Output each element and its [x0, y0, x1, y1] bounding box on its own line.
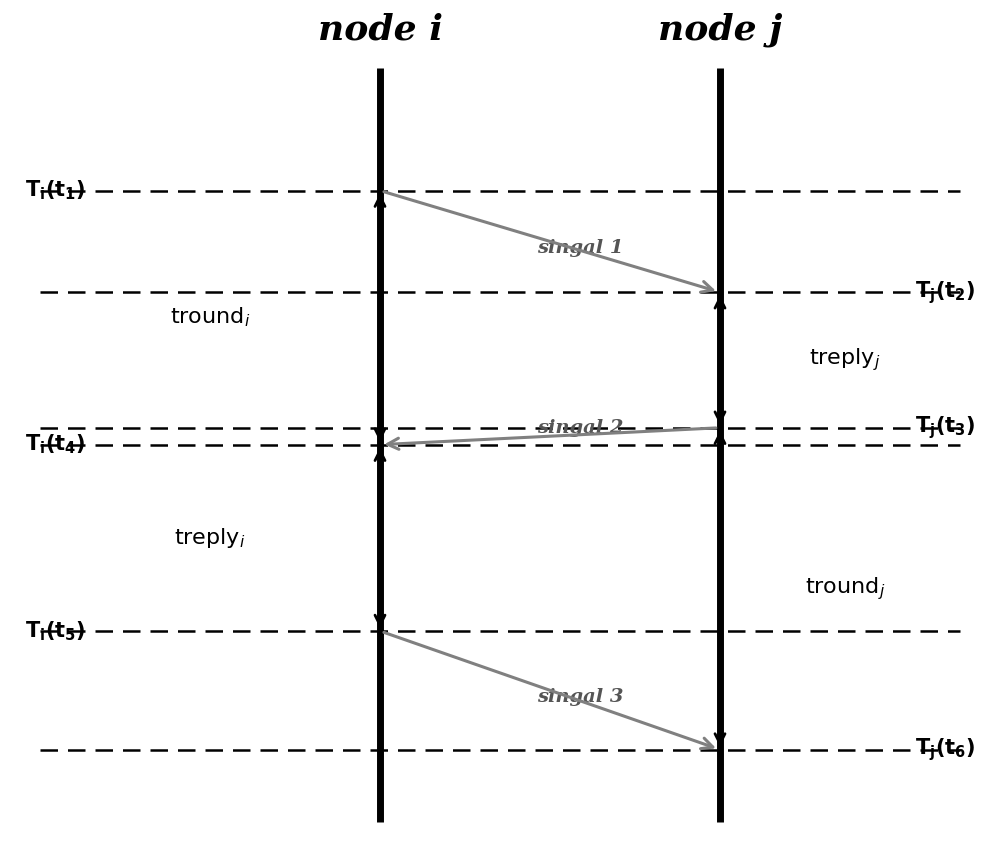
Text: $\mathrm{tround}_j$: $\mathrm{tround}_j$ — [805, 575, 885, 602]
Text: $\mathbf{T_j(t_6)}$: $\mathbf{T_j(t_6)}$ — [915, 736, 975, 763]
Text: $\mathbf{T_i(t_5)}$: $\mathbf{T_i(t_5)}$ — [25, 619, 85, 643]
Text: singal 2: singal 2 — [537, 418, 623, 437]
Text: singal 3: singal 3 — [537, 688, 623, 706]
Text: $\mathbf{T_i(t_4)}$: $\mathbf{T_i(t_4)}$ — [25, 433, 85, 457]
Text: $\mathrm{treply}_j$: $\mathrm{treply}_j$ — [809, 346, 881, 374]
Text: node i: node i — [318, 13, 442, 47]
Text: $\mathrm{treply}_i$: $\mathrm{treply}_i$ — [174, 526, 246, 550]
Text: singal 1: singal 1 — [537, 239, 623, 257]
Text: $\mathbf{T_j(t_2)}$: $\mathbf{T_j(t_2)}$ — [915, 279, 975, 306]
Text: $\mathbf{T_i(t_1)}$: $\mathbf{T_i(t_1)}$ — [25, 179, 85, 202]
Text: $\mathbf{T_j(t_3)}$: $\mathbf{T_j(t_3)}$ — [915, 414, 975, 441]
Text: node j: node j — [658, 13, 782, 47]
Text: $\mathrm{tround}_i$: $\mathrm{tround}_i$ — [170, 306, 250, 329]
